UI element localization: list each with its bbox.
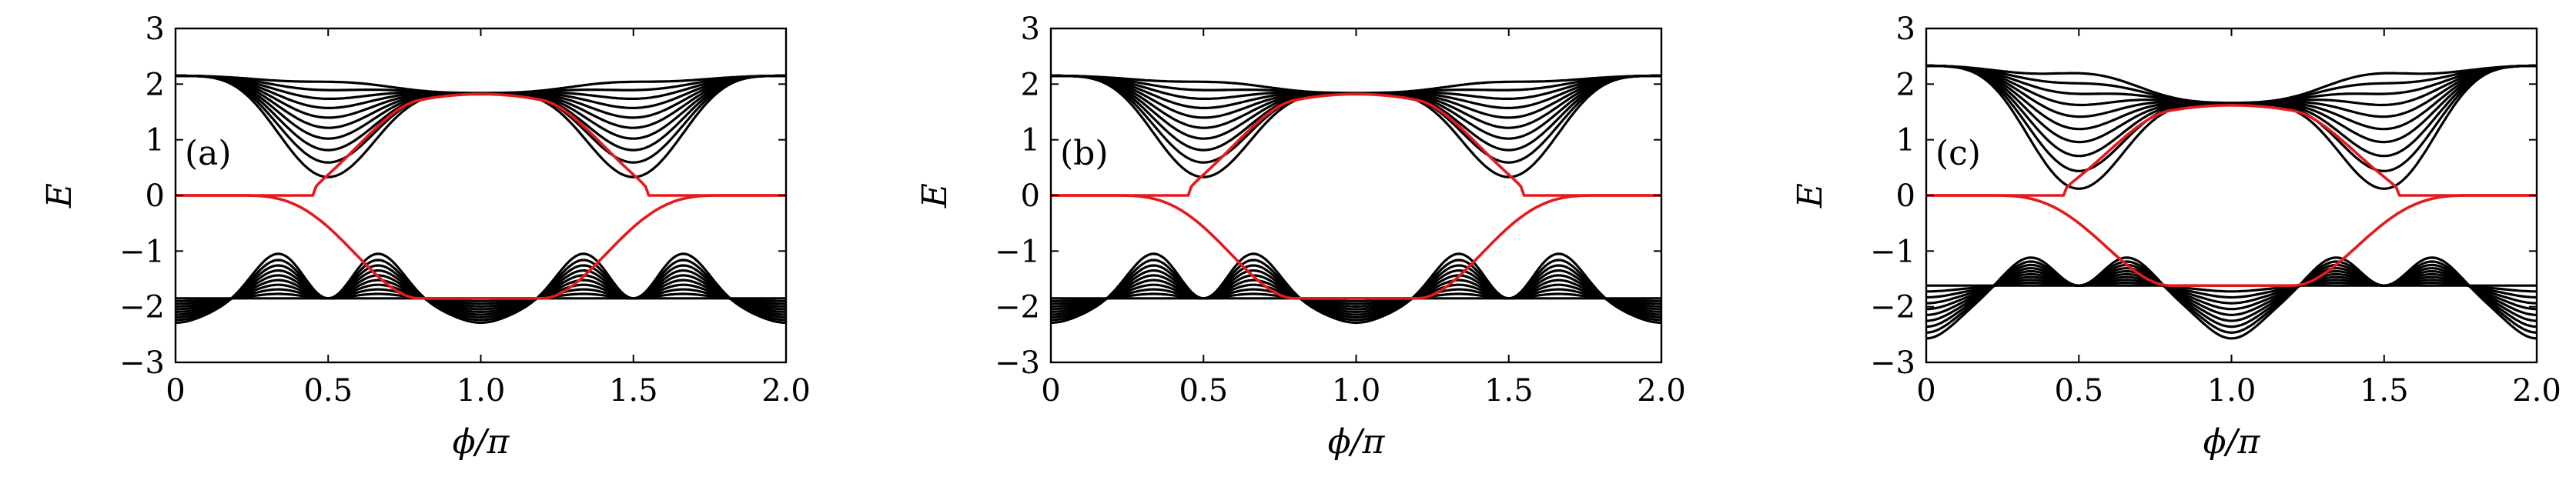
- y-tick-label: 3: [146, 12, 165, 47]
- curves: [176, 74, 786, 325]
- edge-state-lower: [1926, 194, 2537, 287]
- lower-band-9: [176, 292, 786, 302]
- lower-band-6: [176, 279, 786, 311]
- lower-band-7: [176, 283, 786, 308]
- y-tick-label: 2: [146, 67, 165, 102]
- lower-band-7: [1051, 283, 1661, 308]
- panel-1: 0 0.5 1.0 1.5 2.0 3 2 1 0 −1 −2 −3 ϕ/π E (a): [40, 12, 811, 462]
- x-tick-label: 2.0: [761, 373, 811, 409]
- y-axis-label: E: [915, 183, 955, 208]
- x-tick-label: 1.5: [1484, 373, 1534, 409]
- y-tick-label: 1: [1896, 123, 1915, 158]
- lower-band-4: [1051, 269, 1661, 316]
- lower-band-3: [1051, 264, 1661, 319]
- x-tick-label: 0: [166, 373, 185, 409]
- y-tick-label: −2: [119, 290, 165, 325]
- lower-band-4: [1926, 267, 2537, 322]
- y-tick-label: −2: [995, 290, 1040, 325]
- lower-band-1: [1051, 252, 1661, 325]
- y-tick-label: 2: [1896, 67, 1915, 102]
- y-tick-label: −2: [1870, 290, 1915, 325]
- x-tick-label: 0.5: [303, 373, 353, 409]
- curves: [1926, 64, 2537, 340]
- panel-label: (b): [1060, 134, 1109, 173]
- lower-band-3: [1926, 263, 2537, 329]
- edge-state-upper: [1051, 92, 1661, 197]
- edge-state-lower: [1051, 194, 1661, 300]
- y-tick-label: 3: [1896, 12, 1915, 47]
- y-axis-label: E: [1791, 183, 1830, 208]
- panel-label: (c): [1935, 134, 1981, 173]
- x-tick-label: 0: [1041, 373, 1060, 409]
- x-tick-label: 0: [1916, 373, 1935, 409]
- y-tick-label: −3: [1870, 345, 1915, 381]
- lower-band-7: [1926, 275, 2537, 305]
- lower-band-5: [176, 274, 786, 313]
- lower-band-8: [176, 288, 786, 305]
- x-tick-label: 1.0: [2207, 373, 2257, 409]
- x-axis-label: ϕ/π: [2203, 422, 2261, 462]
- lower-band-4: [176, 269, 786, 316]
- y-tick-label: −1: [995, 234, 1040, 269]
- edge-state-upper: [176, 92, 786, 197]
- curves: [1051, 74, 1661, 325]
- x-tick-label: 2.0: [2512, 373, 2561, 409]
- x-tick-label: 0.5: [2054, 373, 2103, 409]
- upper-band-10: [1926, 64, 2537, 105]
- x-axis-label: ϕ/π: [1328, 422, 1386, 462]
- x-tick-label: 1.5: [609, 373, 658, 409]
- x-tick-label: 2.0: [1637, 373, 1686, 409]
- y-tick-label: 0: [1896, 178, 1915, 214]
- lower-band-2: [176, 259, 786, 322]
- lower-band-8: [1926, 279, 2537, 299]
- lower-band-2: [1926, 260, 2537, 334]
- panel-3: 0 0.5 1.0 1.5 2.0 3 2 1 0 −1 −2 −3 ϕ/π E (c): [1791, 12, 2561, 462]
- x-tick-label: 0.5: [1179, 373, 1228, 409]
- lower-band-3: [176, 264, 786, 319]
- lower-band-2: [1051, 259, 1661, 322]
- y-tick-label: 0: [146, 178, 165, 214]
- lower-band-6: [1926, 272, 2537, 311]
- lower-band-8: [1051, 288, 1661, 305]
- lower-band-9: [1926, 282, 2537, 293]
- panel-label: (a): [185, 134, 232, 173]
- y-tick-label: 2: [1021, 67, 1040, 102]
- x-axis-label: ϕ/π: [453, 422, 510, 462]
- edge-state-upper: [1926, 104, 2537, 197]
- lower-band-1: [1926, 256, 2537, 340]
- y-tick-label: 0: [1021, 178, 1040, 214]
- edge-state-lower: [176, 194, 786, 300]
- lower-band-9: [1051, 292, 1661, 302]
- lower-band-5: [1051, 274, 1661, 313]
- y-axis-label: E: [40, 183, 79, 208]
- y-tick-label: 1: [1021, 123, 1040, 158]
- y-tick-label: −1: [1870, 234, 1915, 269]
- y-tick-label: −3: [119, 345, 165, 381]
- y-tick-label: 3: [1021, 12, 1040, 47]
- y-tick-label: 1: [146, 123, 165, 158]
- y-tick-label: −1: [119, 234, 165, 269]
- lower-band-6: [1051, 279, 1661, 311]
- x-tick-label: 1.0: [1332, 373, 1381, 409]
- x-tick-label: 1.0: [457, 373, 506, 409]
- y-tick-label: −3: [995, 345, 1040, 381]
- panel-2: 0 0.5 1.0 1.5 2.0 3 2 1 0 −1 −2 −3 ϕ/π E (b): [915, 12, 1686, 462]
- lower-band-1: [176, 252, 786, 325]
- x-tick-label: 1.5: [2360, 373, 2409, 409]
- lower-band-5: [1926, 270, 2537, 316]
